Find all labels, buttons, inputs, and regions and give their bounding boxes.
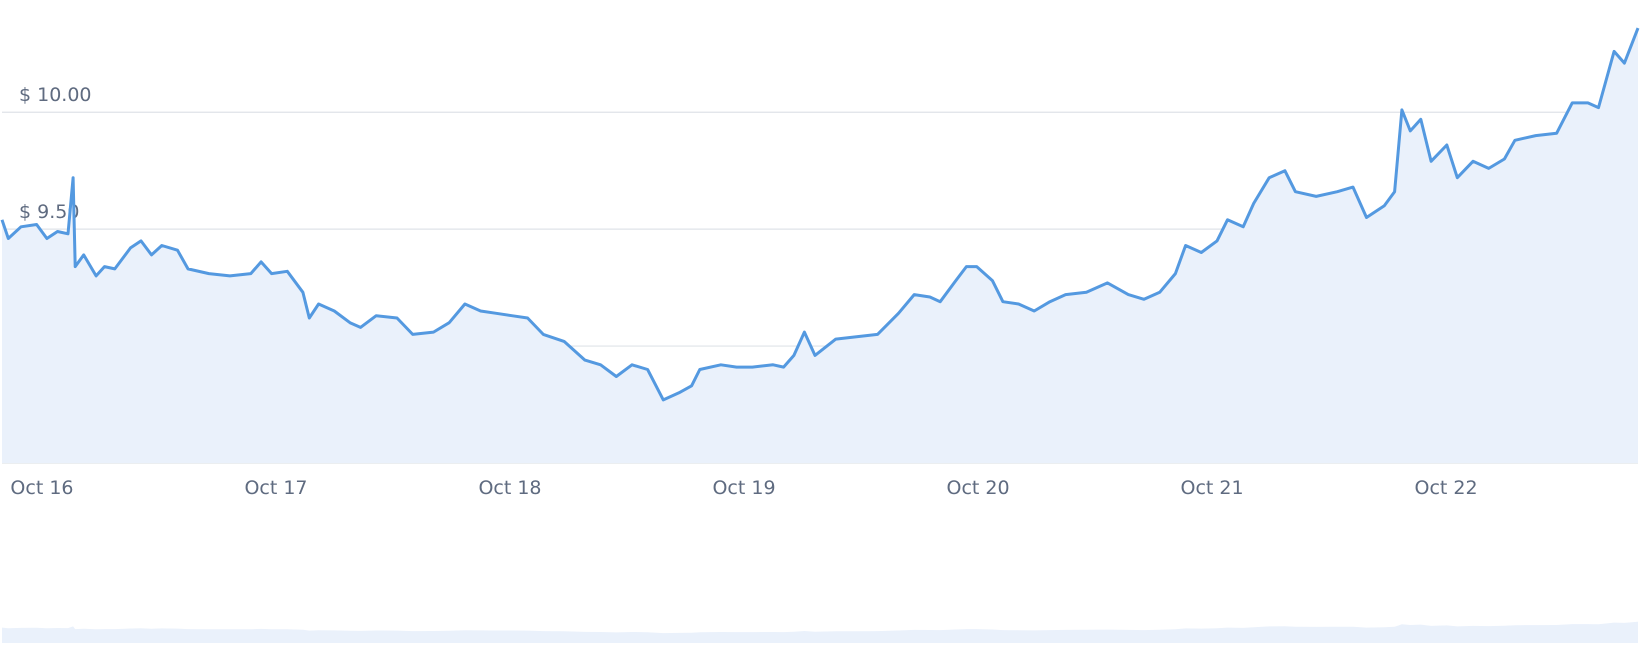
x-tick-label: Oct 18 xyxy=(478,477,541,499)
navigator-area xyxy=(2,621,1638,643)
x-tick-label: Oct 20 xyxy=(946,477,1009,499)
x-tick-label: Oct 17 xyxy=(244,477,307,499)
y-tick-label: $ 10.00 xyxy=(19,84,92,106)
x-tick-label: Oct 16 xyxy=(10,477,73,499)
y-tick-label: $ 9.50 xyxy=(19,201,79,223)
x-tick-label: Oct 19 xyxy=(712,477,775,499)
x-tick-label: Oct 21 xyxy=(1181,477,1244,499)
x-tick-label: Oct 22 xyxy=(1415,477,1478,499)
price-area xyxy=(2,28,1638,463)
price-line xyxy=(0,27,1640,402)
